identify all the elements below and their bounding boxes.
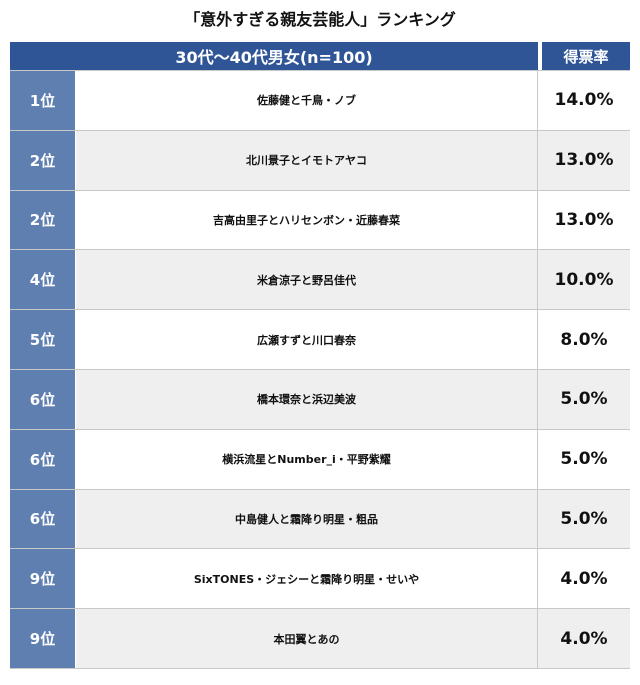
header-group-label: 30代〜40代男女(n=100) bbox=[10, 42, 538, 70]
rate-cell: 5.0% bbox=[538, 429, 630, 489]
name-cell: 横浜流星とNumber_i・平野紫耀 bbox=[76, 429, 538, 489]
rank-cell: 6位 bbox=[10, 489, 76, 549]
name-cell: 本田翼とあの bbox=[76, 609, 538, 668]
table-row: 2位 吉高由里子とハリセンボン・近藤春菜 13.0% bbox=[10, 189, 630, 250]
rank-cell: 4位 bbox=[10, 250, 76, 310]
rank-cell: 2位 bbox=[10, 130, 76, 190]
rank-cell: 1位 bbox=[10, 71, 76, 130]
rate-cell: 5.0% bbox=[538, 369, 630, 429]
chart-title: 「意外すぎる親友芸能人」ランキング bbox=[184, 10, 456, 29]
table-header: 30代〜40代男女(n=100) 得票率 bbox=[10, 42, 630, 70]
rank-cell: 9位 bbox=[10, 549, 76, 609]
table-row: 6位 横浜流星とNumber_i・平野紫耀 5.0% bbox=[10, 428, 630, 489]
name-cell: 橋本環奈と浜辺美波 bbox=[76, 369, 538, 429]
rate-cell: 13.0% bbox=[538, 130, 630, 190]
rank-cell: 6位 bbox=[10, 369, 76, 429]
rate-cell: 5.0% bbox=[538, 489, 630, 549]
rate-cell: 10.0% bbox=[538, 250, 630, 310]
table-row: 5位 広瀬すずと川口春奈 8.0% bbox=[10, 309, 630, 369]
table-row: 1位 佐藤健と千鳥・ノブ 14.0% bbox=[10, 70, 630, 130]
rate-cell: 14.0% bbox=[538, 71, 630, 130]
table-row: 2位 北川景子とイモトアヤコ 13.0% bbox=[10, 129, 630, 190]
table-row: 6位 橋本環奈と浜辺美波 5.0% bbox=[10, 368, 630, 429]
rate-cell: 13.0% bbox=[538, 190, 630, 250]
table-row: 6位 中島健人と霜降り明星・粗品 5.0% bbox=[10, 488, 630, 549]
rank-cell: 9位 bbox=[10, 609, 76, 668]
rate-cell: 4.0% bbox=[538, 609, 630, 668]
table-row: 9位 本田翼とあの 4.0% bbox=[10, 608, 630, 668]
rank-cell: 2位 bbox=[10, 190, 76, 250]
rank-cell: 5位 bbox=[10, 310, 76, 369]
name-cell: 米倉涼子と野呂佳代 bbox=[76, 250, 538, 310]
rank-cell: 6位 bbox=[10, 429, 76, 489]
name-cell: 広瀬すずと川口春奈 bbox=[76, 310, 538, 369]
table-body: 1位 佐藤健と千鳥・ノブ 14.0% 2位 北川景子とイモトアヤコ 13.0% 2位 吉高由里… bbox=[10, 70, 630, 669]
name-cell: 北川景子とイモトアヤコ bbox=[76, 130, 538, 190]
ranking-table: 30代〜40代男女(n=100) 得票率 1位 佐藤健と千鳥・ノブ 14.0% 2位北… bbox=[10, 42, 630, 669]
table-row: 4位 米倉涼子と野呂佳代 10.0% bbox=[10, 249, 630, 310]
rate-cell: 8.0% bbox=[538, 310, 630, 369]
name-cell: SixTONES・ジェシーと霜降り明星・せいや bbox=[76, 549, 538, 609]
name-cell: 佐藤健と千鳥・ノブ bbox=[76, 71, 538, 130]
name-cell: 中島健人と霜降り明星・粗品 bbox=[76, 489, 538, 549]
name-cell: 吉高由里子とハリセンボン・近藤春菜 bbox=[76, 190, 538, 250]
table-row: 9位 SixTONES・ジェシーと霜降り明星・せいや 4.0% bbox=[10, 548, 630, 609]
rate-cell: 4.0% bbox=[538, 549, 630, 609]
header-rate-label: 得票率 bbox=[542, 42, 630, 70]
